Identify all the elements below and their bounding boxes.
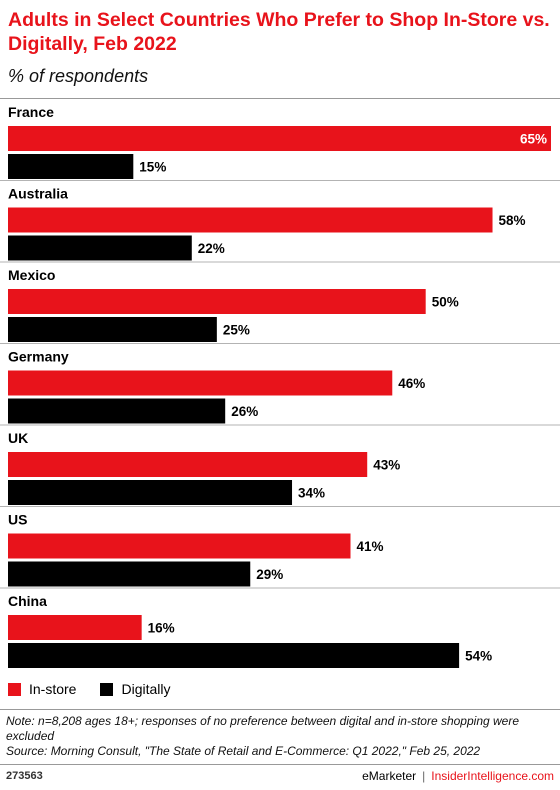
legend: In-store Digitally	[8, 681, 194, 697]
bar-digitally-australia	[8, 235, 192, 261]
data-label: 50%	[432, 295, 459, 310]
legend-label-in-store: In-store	[29, 681, 77, 697]
top-divider	[0, 98, 560, 99]
brand: eMarketer | InsiderIntelligence.com	[362, 769, 554, 783]
bar-digitally-us	[8, 561, 251, 587]
bar-in-store-china	[8, 615, 142, 640]
data-label: 43%	[373, 458, 400, 473]
data-label: 29%	[256, 567, 283, 582]
bottom-divider	[0, 764, 560, 765]
bar-digitally-mexico	[8, 317, 217, 342]
data-label: 41%	[357, 539, 384, 554]
legend-item-in-store: In-store	[8, 681, 76, 697]
category-label: Mexico	[8, 267, 55, 283]
footer-divider	[0, 709, 560, 710]
bar-in-store-germany	[8, 370, 393, 396]
bar-in-store-mexico	[8, 289, 426, 314]
data-label: 34%	[298, 486, 325, 501]
bar-in-store-france	[8, 126, 551, 151]
data-label: 15%	[139, 160, 166, 175]
brand-separator: |	[422, 769, 426, 783]
data-label: 46%	[398, 376, 425, 391]
data-label: 25%	[223, 323, 250, 338]
data-label: 16%	[148, 621, 175, 636]
data-label: 54%	[465, 649, 492, 664]
bar-in-store-uk	[8, 452, 368, 477]
category-label: France	[8, 104, 54, 120]
category-label: Germany	[8, 349, 69, 365]
chart-subtitle: % of respondents	[8, 66, 149, 86]
data-label: 26%	[231, 404, 258, 419]
bar-in-store-australia	[8, 207, 493, 233]
category-label: Australia	[8, 186, 68, 202]
category-label: UK	[8, 430, 28, 446]
source-text: Source: Morning Consult, "The State of R…	[6, 744, 481, 758]
data-label: 22%	[198, 241, 225, 256]
data-label: 65%	[520, 132, 547, 147]
brand-emarketer[interactable]: eMarketer	[362, 769, 417, 783]
bar-in-store-us	[8, 533, 351, 559]
bar-digitally-china	[8, 643, 460, 668]
chart-id: 273563	[6, 770, 43, 782]
category-label: China	[8, 593, 47, 609]
data-label: 58%	[499, 213, 526, 228]
category-label: US	[8, 512, 27, 528]
legend-item-digitally: Digitally	[100, 681, 170, 697]
note-text: Note: n=8,208 ages 18+; responses of no …	[6, 714, 520, 743]
chart-title: Adults in Select Countries Who Prefer to…	[8, 9, 550, 55]
legend-label-digitally: Digitally	[121, 681, 171, 697]
bar-digitally-germany	[8, 398, 226, 424]
bar-chart: France 65% 15% Australia 58% 22% Mexico 50% 25% G…	[0, 104, 560, 668]
bar-digitally-france	[8, 154, 134, 179]
footnotes: Note: n=8,208 ages 18+; responses of no …	[6, 714, 554, 759]
legend-swatch-in-store	[8, 682, 21, 696]
legend-swatch-digitally	[100, 682, 114, 696]
brand-insiderintelligence[interactable]: InsiderIntelligence.com	[431, 769, 554, 783]
bar-digitally-uk	[8, 480, 293, 505]
